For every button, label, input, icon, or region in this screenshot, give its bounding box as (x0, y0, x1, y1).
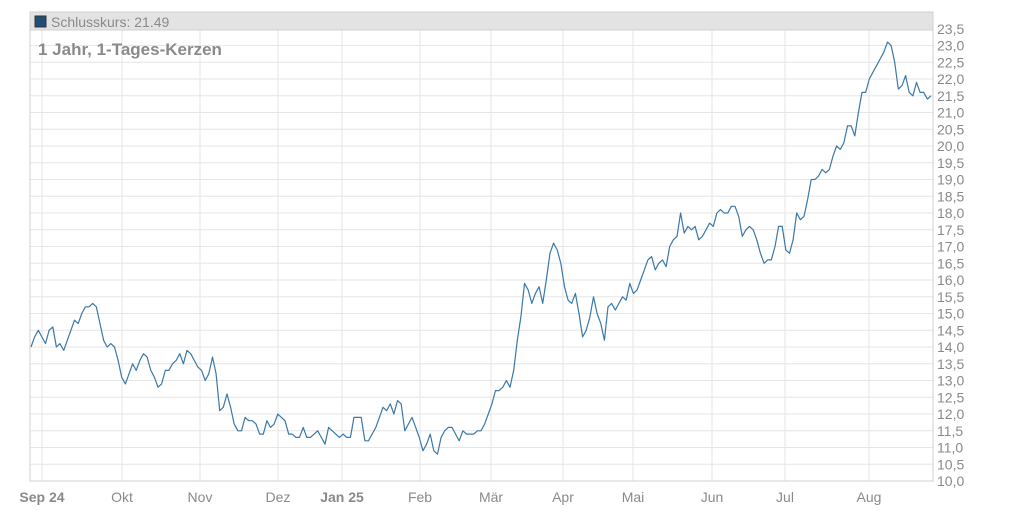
y-tick-label: 15,5 (937, 289, 964, 305)
y-tick-label: 13,5 (937, 356, 964, 372)
x-tick-label: Mai (622, 489, 645, 505)
y-tick-label: 22,5 (937, 54, 964, 70)
x-tick-label: Nov (188, 489, 213, 505)
legend-bar (29, 11, 934, 31)
price-series-line (30, 41, 932, 455)
x-tick-label: Mär (479, 489, 503, 505)
y-tick-label: 17,5 (937, 222, 964, 238)
legend-label: Schlusskurs: 21.49 (51, 14, 169, 30)
legend-swatch (34, 15, 47, 28)
y-tick-label: 22,0 (937, 71, 964, 87)
y-tick-label: 20,0 (937, 138, 964, 154)
y-tick-label: 23,5 (937, 21, 964, 37)
y-tick-label: 10,0 (937, 473, 964, 489)
y-tick-label: 18,5 (937, 188, 964, 204)
chart-subtitle: 1 Jahr, 1-Tages-Kerzen (38, 40, 222, 59)
x-axis-ticks: Sep 24 Okt Nov Dez Jan 25 Feb Mär Apr Mai Jun Jul A… (19, 489, 881, 505)
y-tick-label: 14,5 (937, 322, 964, 338)
y-tick-label: 21,0 (937, 105, 964, 121)
x-tick-label: Okt (111, 489, 133, 505)
y-tick-label: 23,0 (937, 38, 964, 54)
y-tick-label: 10,5 (937, 456, 964, 472)
y-tick-label: 21,5 (937, 88, 964, 104)
y-axis-ticks: 10,010,511,011,512,012,513,013,514,014,5… (937, 21, 964, 489)
y-tick-label: 11,0 (937, 440, 963, 456)
x-tick-label: Apr (552, 489, 574, 505)
x-tick-label: Dez (266, 489, 291, 505)
x-tick-label: Jan 25 (320, 489, 364, 505)
x-tick-label: Jun (701, 489, 724, 505)
grid (30, 12, 933, 482)
y-tick-label: 18,0 (937, 205, 964, 221)
y-tick-label: 20,5 (937, 121, 964, 137)
y-tick-label: 11,5 (937, 423, 963, 439)
y-tick-label: 14,0 (937, 339, 964, 355)
y-tick-label: 19,0 (937, 172, 964, 188)
y-tick-label: 13,0 (937, 373, 964, 389)
y-tick-label: 12,5 (937, 389, 964, 405)
y-tick-label: 12,0 (937, 406, 964, 422)
y-tick-label: 17,0 (937, 239, 964, 255)
x-tick-label: Aug (857, 489, 882, 505)
x-tick-label: Feb (408, 489, 432, 505)
y-tick-label: 19,5 (937, 155, 964, 171)
x-tick-label: Jul (776, 489, 794, 505)
y-tick-label: 16,5 (937, 255, 964, 271)
x-tick-label: Sep 24 (19, 489, 64, 505)
y-tick-label: 15,0 (937, 306, 964, 322)
y-tick-label: 16,0 (937, 272, 964, 288)
